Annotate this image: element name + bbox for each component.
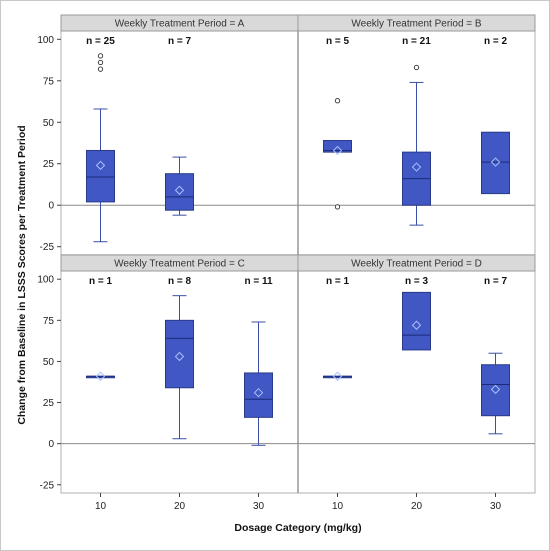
panel-title: Weekly Treatment Period = B — [351, 19, 481, 30]
y-tick-label: 100 — [37, 275, 54, 286]
x-tick-label: 30 — [490, 501, 502, 512]
iqr-box — [244, 372, 273, 418]
n-label: n = 11 — [244, 276, 273, 287]
n-label: n = 1 — [326, 276, 350, 287]
y-tick-label: 25 — [43, 159, 55, 170]
mean-marker — [411, 162, 422, 172]
panel-title: Weekly Treatment Period = A — [115, 19, 245, 30]
x-tick-label: 20 — [411, 501, 423, 512]
y-tick-label: 50 — [43, 118, 55, 129]
box-group-20: n = 3 — [402, 276, 431, 351]
n-label: n = 7 — [168, 36, 192, 47]
iqr-box — [481, 131, 510, 195]
mean-marker — [174, 185, 185, 195]
y-tick-label: 100 — [37, 35, 54, 46]
y-tick-label: -25 — [40, 480, 55, 491]
mean-marker — [95, 371, 106, 381]
y-tick-label: 75 — [43, 76, 55, 87]
outlier-point — [97, 53, 104, 59]
iqr-box — [481, 364, 510, 417]
outlier-point — [334, 204, 341, 210]
outlier-point — [97, 59, 104, 66]
panel-b: Weekly Treatment Period = Bn = 5 n = 21 n … — [297, 14, 536, 226]
box-group-30: n = 2 — [481, 36, 510, 195]
y-tick-label: -25 — [40, 242, 55, 253]
mean-marker — [490, 384, 501, 395]
iqr-box — [165, 173, 194, 211]
mean-marker — [411, 320, 422, 330]
n-label: n = 3 — [405, 276, 429, 287]
panel-c: Weekly Treatment Period = Cn = 1 n = 8 n =… — [60, 254, 299, 446]
outlier-point — [334, 98, 341, 104]
n-label: n = 1 — [89, 276, 113, 287]
n-label: n = 21 — [402, 36, 431, 47]
panel-strip — [297, 14, 536, 32]
panel-strip — [297, 254, 536, 272]
box-group-30: n = 11 — [244, 276, 273, 446]
n-label: n = 25 — [86, 36, 115, 47]
mean-marker — [490, 157, 501, 167]
y-tick-label: 0 — [48, 201, 54, 212]
outlier-point — [413, 64, 420, 71]
x-axis-label: Dosage Category (mg/kg) — [234, 522, 361, 534]
x-tick-label: 10 — [95, 501, 107, 512]
iqr-box — [86, 149, 115, 203]
panel-d: Weekly Treatment Period = Dn = 1 n = 3 n =… — [297, 254, 536, 445]
y-tick-label: 25 — [43, 398, 55, 409]
box-group-10: n = 25 — [86, 36, 115, 243]
y-axis-label: Change from Baseline in LSSS Scores per … — [16, 125, 28, 424]
iqr-box — [165, 319, 194, 389]
y-tick-label: 0 — [48, 439, 54, 450]
n-label: n = 7 — [484, 276, 508, 287]
panel-title: Weekly Treatment Period = C — [114, 259, 245, 270]
panel-a: Weekly Treatment Period = An = 25 n = 7 — [60, 14, 299, 243]
box-group-20: n = 7 — [165, 36, 194, 216]
mean-marker — [174, 351, 185, 362]
mean-marker — [332, 371, 343, 381]
y-tick-label: 75 — [43, 316, 55, 327]
mean-marker — [332, 145, 343, 156]
n-label: n = 2 — [484, 36, 508, 47]
box-group-30: n = 7 — [481, 276, 510, 435]
x-tick-label: 20 — [174, 501, 186, 512]
x-tick-label: 10 — [332, 501, 344, 512]
mean-marker — [253, 387, 264, 398]
box-group-20: n = 21 — [402, 36, 431, 226]
x-tick-label: 30 — [253, 501, 265, 512]
n-label: n = 5 — [326, 36, 350, 47]
mean-marker — [95, 160, 106, 171]
box-group-10: n = 1 — [323, 276, 352, 381]
box-group-20: n = 8 — [165, 276, 194, 440]
axes-layer: -25 0 25 50 75 100 -25 0 25 50 75 100 10 20 30 10 20 30 — [37, 35, 501, 512]
box-group-10: n = 5 — [323, 36, 352, 210]
panels-layer: Weekly Treatment Period = An = 25 n = 7We… — [60, 14, 536, 494]
n-label: n = 8 — [168, 276, 192, 287]
y-tick-label: 50 — [43, 357, 55, 368]
outlier-point — [97, 66, 104, 72]
box-group-10: n = 1 — [86, 276, 115, 381]
panel-title: Weekly Treatment Period = D — [351, 259, 482, 270]
